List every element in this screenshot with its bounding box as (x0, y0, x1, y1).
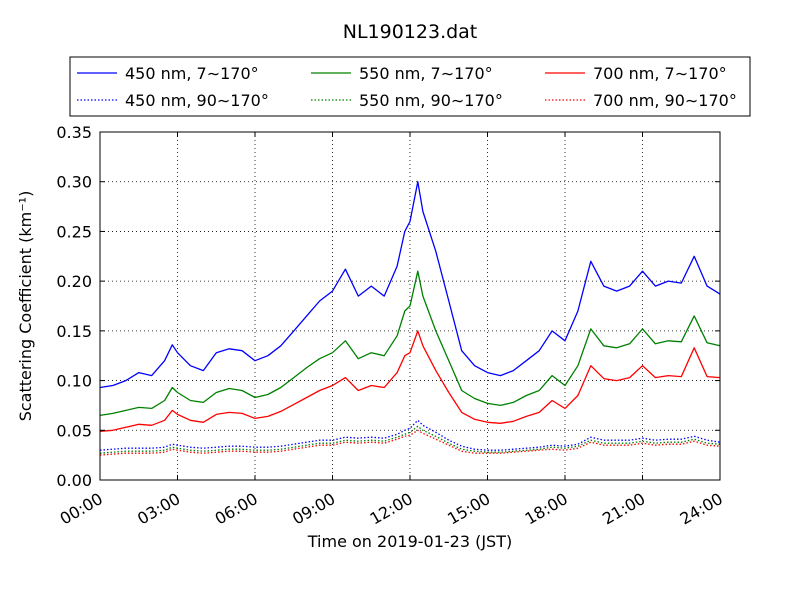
y-axis-label: Scattering Coefficient (km⁻¹) (16, 191, 35, 422)
legend-label: 450 nm, 7∼170° (125, 64, 259, 83)
y-tick-label: 0.25 (56, 222, 92, 241)
series-group (99, 181, 721, 456)
series-line-6 (99, 429, 721, 456)
legend-label: 550 nm, 7∼170° (359, 64, 493, 83)
y-tick-label: 0.05 (56, 421, 92, 440)
legend-label: 450 nm, 90∼170° (125, 91, 269, 110)
series-line-5 (99, 330, 721, 432)
y-tick-label: 0.20 (56, 272, 92, 291)
y-tick-label: 0.00 (56, 471, 92, 490)
axis-ticks (99, 131, 721, 481)
series-line-3 (99, 270, 721, 417)
legend: 450 nm, 7∼170° 450 nm, 90∼170° 550 nm, 7∼1… (69, 56, 751, 117)
y-tick-label: 0.35 (56, 123, 92, 142)
y-tick-label: 0.10 (56, 372, 92, 391)
series-line-1 (99, 181, 721, 389)
x-axis-label: Time on 2019-01-23 (JST) (307, 532, 512, 551)
legend-label: 700 nm, 7∼170° (593, 64, 727, 83)
legend-label: 700 nm, 90∼170° (593, 91, 737, 110)
y-tick-label: 0.30 (56, 173, 92, 192)
chart-title: NL190123.dat (343, 21, 478, 43)
legend-box (69, 56, 751, 117)
y-tick-label: 0.15 (56, 322, 92, 341)
legend-label: 550 nm, 90∼170° (359, 91, 503, 110)
